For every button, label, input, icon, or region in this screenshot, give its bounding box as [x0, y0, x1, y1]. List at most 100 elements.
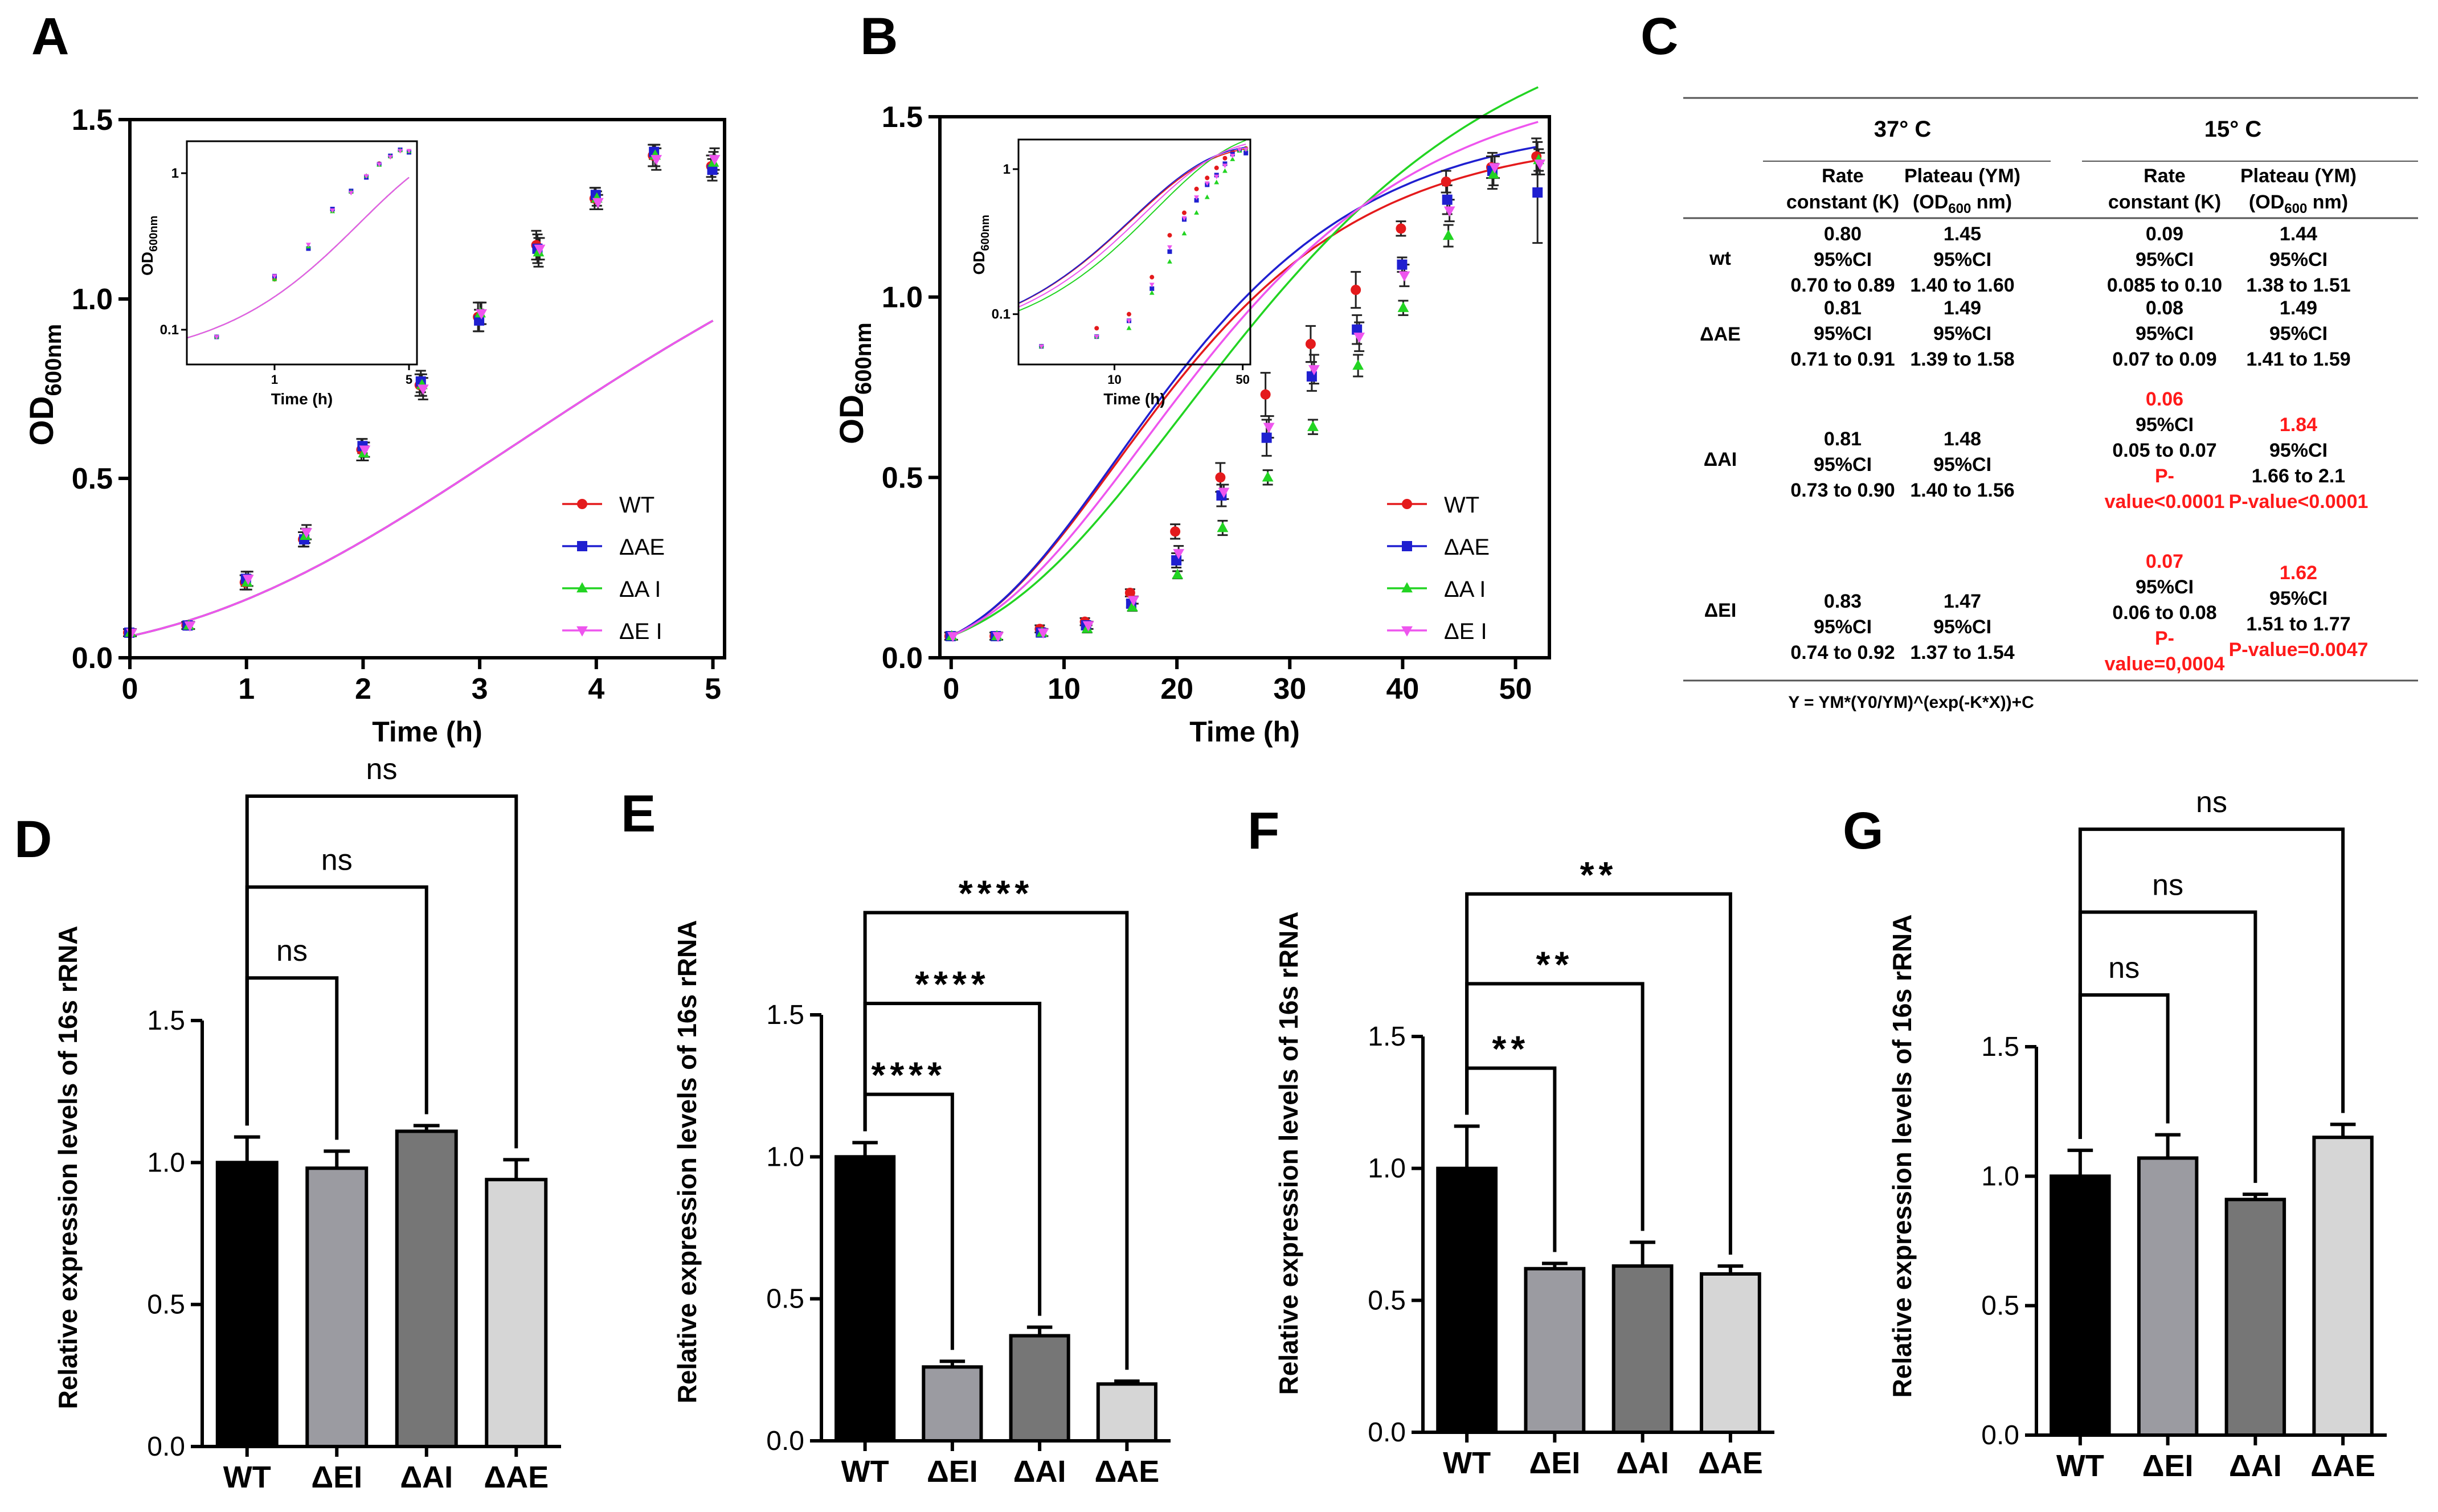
y-axis-label-a: OD600nm [23, 324, 66, 446]
inset-point-b-0-9 [1214, 165, 1219, 170]
x-tick-label-d-1: ΔEI [311, 1460, 362, 1494]
table-cell-3-2-2: 0.06 to 0.08 [2112, 602, 2216, 624]
x-tick-label-d-2: ΔAI [400, 1460, 453, 1494]
panel-label-b: B [860, 7, 898, 65]
x-tick-label-b-2: 20 [1160, 673, 1193, 706]
error-bar-e-2 [1026, 1325, 1053, 1336]
table-cell-3-0-1: 95%CI [1814, 616, 1872, 638]
inset-point-b-1-13 [1243, 150, 1249, 155]
table-cell-1-3-0: 1.49 [2280, 297, 2317, 319]
inset-y-tick-label-a-1: 1 [171, 166, 179, 181]
data-point-a-3-3 [301, 528, 312, 539]
expression-chart-f: WT ΔEI ΔAI ΔAE 0.0 0.5 1.0 1.5 Relative expressi… [1274, 854, 1774, 1480]
bar-e-2 [1009, 1334, 1070, 1443]
data-point-b-3-8 [1308, 365, 1320, 376]
x-tick-label-e-3: ΔAE [1094, 1454, 1159, 1489]
bar-f-2 [1611, 1264, 1674, 1435]
y-tick-label-d-1: 0.5 [147, 1290, 185, 1320]
error-bar-f-0 [1454, 1124, 1480, 1169]
legend-label-a-1: ΔAE [619, 535, 665, 560]
error-bar-f-1 [1541, 1261, 1568, 1269]
significance-label-d-1: ns [321, 844, 353, 877]
bar-f-3 [1699, 1272, 1761, 1434]
data-point-a-3-8 [592, 198, 604, 208]
table-cell-3-1-2: 1.37 to 1.54 [1910, 642, 2014, 663]
table-cell-3-2-4: value=0,0004 [2105, 653, 2225, 675]
data-point-b-3-6 [1218, 487, 1230, 498]
table-cell-2-2-3: P- [2155, 465, 2174, 487]
y-tick-label-g-1: 0.5 [1981, 1291, 2019, 1321]
data-point-a-3-4 [359, 445, 371, 456]
table-col-header-0-l1: Rate [1822, 165, 1864, 187]
table-cell-3-0-2: 0.74 to 0.92 [1790, 642, 1895, 663]
inset-point-a-3-5 [348, 191, 354, 196]
y-tick-label-d-3: 1.5 [147, 1006, 185, 1036]
data-point-b-2-8 [1307, 420, 1319, 431]
data-point-b-0-4 [1124, 588, 1135, 598]
table-cell-3-1-0: 1.47 [1944, 591, 1981, 612]
table-cell-1-0-0: 0.81 [1824, 297, 1862, 319]
expression-chart-d: WT ΔEI ΔAI ΔAE 0.0 0.5 1.0 1.5 Relative expressi… [53, 753, 561, 1494]
panel-label-d: D [14, 810, 52, 868]
inset-fit-curve-b-3 [1018, 144, 1246, 308]
x-tick-label-d-3: ΔAE [484, 1460, 549, 1494]
inset-point-a-3-4 [330, 208, 336, 213]
table-cell-0-2-1: 95%CI [2136, 249, 2194, 271]
table-cell-2-3-1: 95%CI [2269, 440, 2327, 461]
table-cell-1-0-2: 0.71 to 0.91 [1790, 349, 1895, 370]
inset-point-b-3-5 [1167, 245, 1172, 250]
inset-point-b-2-7 [1194, 210, 1199, 215]
panel-label-f: F [1247, 802, 1279, 860]
x-tick-label-b-3: 30 [1273, 673, 1306, 706]
data-point-a-3-1 [184, 621, 196, 632]
table-cell-0-1-0: 1.45 [1944, 223, 1981, 245]
data-point-b-1-13 [1532, 187, 1543, 198]
y-tick-label-b-1: 0.5 [882, 461, 923, 494]
table-cell-0-3-0: 1.44 [2280, 223, 2317, 245]
y-tick-label-d-0: 0.0 [147, 1432, 185, 1462]
legend-label-a-0: WT [619, 493, 655, 518]
inset-y-tick-label-b-1: 1 [1003, 162, 1011, 177]
table-cell-2-1-2: 1.40 to 1.56 [1910, 480, 2014, 501]
bar-e-0 [835, 1155, 896, 1443]
y-tick-label-e-0: 0.0 [766, 1426, 804, 1456]
data-point-b-0-8 [1305, 339, 1316, 349]
inset-point-b-3-3 [1126, 319, 1132, 324]
error-bar-g-1 [2155, 1133, 2181, 1158]
legend-label-b-3: ΔE I [1444, 619, 1487, 644]
data-point-b-2-4 [1126, 601, 1138, 612]
significance-bracket-g-2 [2078, 827, 2345, 1139]
table-col-header-2-l1: Rate [2144, 165, 2186, 187]
y-tick-label-g-3: 1.5 [1981, 1032, 2019, 1062]
y-tick-label-g-2: 1.0 [1981, 1161, 2019, 1191]
data-point-b-3-3 [1082, 621, 1094, 632]
y-tick-label-a-1: 0.5 [72, 462, 113, 495]
inset-point-a-3-10 [406, 149, 412, 154]
inset-x-tick-label-a-0: 1 [271, 372, 278, 387]
inset-point-a-3-3 [306, 243, 311, 248]
table-cell-3-0-0: 0.83 [1824, 591, 1862, 612]
bar-f-0 [1436, 1166, 1498, 1435]
y-tick-label-f-1: 0.5 [1368, 1285, 1406, 1316]
y-tick-label-f-2: 1.0 [1368, 1154, 1406, 1184]
inset-point-a-3-1 [214, 335, 219, 340]
table-cell-0-2-0: 0.09 [2146, 223, 2183, 245]
inset-point-b-2-11 [1230, 156, 1236, 161]
x-tick-label-f-1: ΔEI [1529, 1446, 1580, 1480]
inset-point-b-2-5 [1167, 259, 1172, 264]
inset-point-a-1-3 [306, 246, 311, 251]
x-tick-label-a-0: 0 [122, 673, 138, 706]
data-point-b-0-10 [1396, 223, 1406, 234]
table-col-header-1-l2-c: nm) [1971, 191, 2012, 213]
data-point-a-3-2 [242, 575, 254, 585]
legend-marker-b-1 [1402, 541, 1412, 551]
significance-label-e-1: **** [915, 964, 990, 1005]
table-cell-3-1-1: 95%CI [1933, 616, 1991, 638]
data-point-b-0-11 [1441, 177, 1451, 187]
y-tick-label-a-3: 1.5 [72, 104, 113, 137]
inset-point-a-3-8 [387, 155, 393, 160]
legend-marker-b-3 [1401, 626, 1413, 637]
table-cell-2-0-2: 0.73 to 0.90 [1790, 480, 1895, 501]
